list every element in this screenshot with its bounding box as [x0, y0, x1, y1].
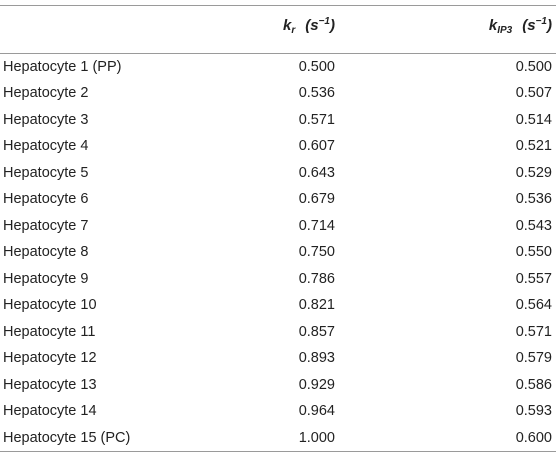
- row-name-cell: Hepatocyte 1 (PP): [3, 59, 122, 75]
- row-name-cell: Hepatocyte 13: [3, 376, 97, 393]
- header-kip3-unit-close: ): [547, 17, 552, 34]
- row-name-cell: Hepatocyte 9: [3, 270, 89, 287]
- row-name-cell: Hepatocyte 15 (PC): [0, 424, 204, 452]
- row-kr-cell: 0.821: [298, 297, 335, 314]
- row-kr-cell: 0.571: [298, 111, 335, 128]
- table-row: Hepatocyte 14 0.964 0.593: [0, 398, 556, 425]
- table-header: kr (s−1) kIP3 (s−1): [0, 5, 556, 54]
- header-kr-unit-exponent: −1: [318, 16, 330, 27]
- row-kip3-cell: 0.514: [515, 111, 552, 128]
- row-kip3-cell: 0.586: [515, 376, 552, 393]
- table-row: Hepatocyte 1 (PP) 0.500 0.500: [0, 54, 556, 81]
- row-kr-cell: 1.000: [204, 424, 335, 452]
- row-kr-cell: 0.643: [298, 164, 335, 181]
- row-kr-cell: 0.500: [298, 59, 335, 75]
- row-name-cell: Hepatocyte 12: [3, 350, 97, 367]
- row-kip3-cell: 0.543: [515, 217, 552, 234]
- row-kr-cell: 0.929: [298, 376, 335, 393]
- row-name-cell: Hepatocyte 5: [3, 164, 89, 181]
- table-row: Hepatocyte 8 0.750 0.550: [0, 239, 556, 266]
- row-kip3-cell: 0.529: [515, 164, 552, 181]
- row-kip3-cell: 0.557: [515, 270, 552, 287]
- row-kip3-cell: 0.536: [515, 191, 552, 208]
- row-kip3-cell: 0.521: [515, 138, 552, 155]
- row-kr-cell: 0.786: [298, 270, 335, 287]
- table-row: Hepatocyte 12 0.893 0.579: [0, 345, 556, 372]
- row-name-cell: Hepatocyte 14: [3, 403, 97, 420]
- header-row: kr (s−1) kIP3 (s−1): [0, 5, 556, 54]
- row-kip3-cell: 0.507: [515, 85, 552, 102]
- row-name-cell: Hepatocyte 4: [3, 138, 89, 155]
- table-row: Hepatocyte 4 0.607 0.521: [0, 133, 556, 160]
- table-row: Hepatocyte 13 0.929 0.586: [0, 372, 556, 399]
- table-row: Hepatocyte 15 (PC) 1.000 0.600: [0, 424, 556, 452]
- header-kr-subscript: r: [291, 25, 296, 36]
- header-kr-unit-close: ): [330, 17, 335, 34]
- header-kip3-unit-exponent: −1: [535, 16, 547, 27]
- row-name-cell: Hepatocyte 10: [3, 297, 97, 314]
- row-name-cell: Hepatocyte 11: [3, 323, 96, 340]
- table-body: Hepatocyte 1 (PP) 0.500 0.500 Hepatocyte 2 0…: [0, 54, 556, 452]
- row-name-cell: Hepatocyte 3: [3, 111, 89, 128]
- row-kip3-cell: 0.571: [515, 323, 552, 340]
- header-kip3-symbol: k: [488, 17, 498, 34]
- table-row: Hepatocyte 11 0.857 0.571: [0, 319, 556, 346]
- row-kr-cell: 0.607: [298, 138, 335, 155]
- table-row: Hepatocyte 2 0.536 0.507: [0, 80, 556, 107]
- row-name-cell: Hepatocyte 2: [3, 85, 89, 102]
- header-cell-name: [0, 5, 204, 54]
- header-cell-kr: kr (s−1): [204, 5, 335, 54]
- row-kr-cell: 0.714: [298, 217, 335, 234]
- row-kip3-cell: 0.579: [515, 350, 552, 367]
- header-cell-kip3: kIP3 (s−1): [335, 5, 556, 54]
- row-kip3-cell: 0.564: [515, 297, 552, 314]
- header-kr-unit: (s: [305, 17, 319, 34]
- table-row: Hepatocyte 9 0.786 0.557: [0, 266, 556, 293]
- row-kr-cell: 0.857: [298, 323, 335, 340]
- row-kr-cell: 0.679: [298, 191, 335, 208]
- row-name-cell: Hepatocyte 7: [3, 217, 89, 234]
- table-row: Hepatocyte 6 0.679 0.536: [0, 186, 556, 213]
- table-row: Hepatocyte 10 0.821 0.564: [0, 292, 556, 319]
- header-kip3-unit: (s: [522, 17, 536, 34]
- row-kip3-cell: 0.500: [515, 59, 552, 75]
- row-name-cell: Hepatocyte 8: [3, 244, 89, 261]
- row-kip3-cell: 0.593: [515, 403, 552, 420]
- header-kip3-subscript: IP3: [497, 25, 513, 36]
- row-kr-cell: 0.964: [298, 403, 335, 420]
- row-kip3-cell: 0.600: [335, 424, 556, 452]
- row-kr-cell: 0.750: [298, 244, 335, 261]
- row-name-cell: Hepatocyte 6: [3, 191, 89, 208]
- row-kr-cell: 0.536: [298, 85, 335, 102]
- table-row: Hepatocyte 5 0.643 0.529: [0, 160, 556, 187]
- parameter-table: kr (s−1) kIP3 (s−1) Hepatocyte 1 (PP) 0.500…: [0, 5, 556, 452]
- row-kip3-cell: 0.550: [515, 244, 552, 261]
- header-kr-symbol: k: [283, 17, 292, 34]
- table-row: Hepatocyte 7 0.714 0.543: [0, 213, 556, 240]
- row-kr-cell: 0.893: [298, 350, 335, 367]
- table-row: Hepatocyte 3 0.571 0.514: [0, 107, 556, 134]
